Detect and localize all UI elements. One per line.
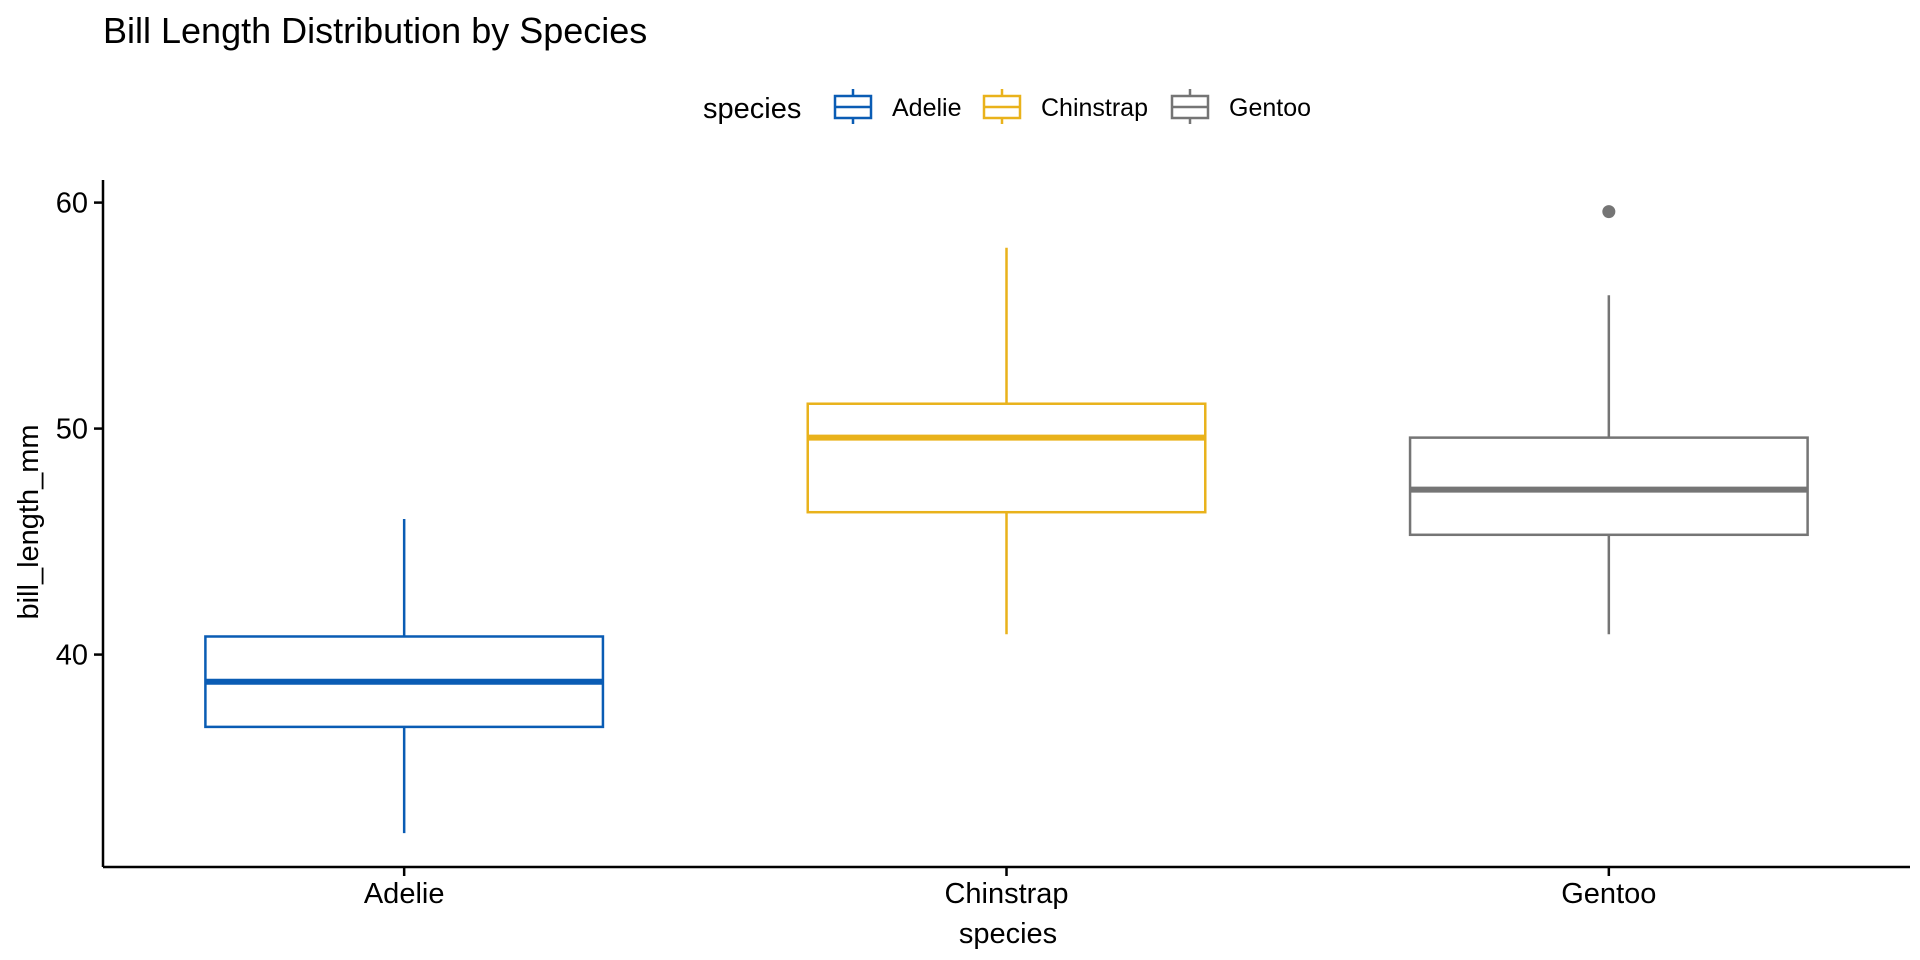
x-tick-label-chinstrap: Chinstrap [944,878,1068,910]
y-axis: 40 50 60 [56,180,105,867]
box-chinstrap [806,247,1207,635]
box-adelie [204,518,605,834]
box-iqr [1408,436,1809,537]
chart-title: Bill Length Distribution by Species [103,10,647,51]
y-tick-label: 60 [56,188,88,220]
x-axis-title: species [959,918,1057,950]
outlier-point [1602,205,1616,219]
x-tick-label-gentoo: Gentoo [1561,878,1656,910]
x-axis: Adelie Chinstrap Gentoo [103,865,1910,910]
legend-label: Gentoo [1229,94,1311,122]
legend-title: species [703,93,801,125]
legend-item-gentoo: Gentoo [1170,89,1311,124]
y-axis-title: bill_length_mm [13,424,45,619]
y-tick-label: 50 [56,414,88,446]
legend-label: Adelie [892,94,962,122]
legend-item-adelie: Adelie [833,89,962,124]
box-gentoo [1408,205,1809,635]
boxes [204,205,1809,834]
legend: species Adelie Chinstrap Gentoo [703,89,1311,125]
legend-label: Chinstrap [1041,94,1148,122]
y-tick-label: 40 [56,640,88,672]
legend-item-chinstrap: Chinstrap [982,89,1148,124]
box-iqr [806,402,1207,514]
x-tick-label-adelie: Adelie [364,878,445,910]
